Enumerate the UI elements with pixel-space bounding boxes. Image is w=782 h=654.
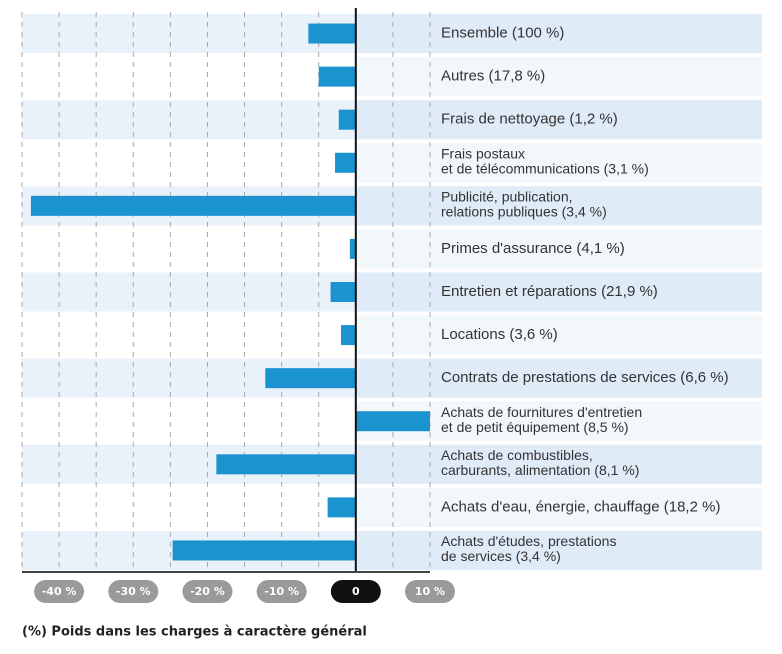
category-label: Achats d'eau, énergie, chauffage (18,2 %… — [441, 498, 720, 515]
x-tick-label: -10 % — [264, 585, 299, 598]
row-band-right — [355, 229, 762, 269]
category-label: Autres (17,8 %) — [441, 68, 545, 85]
x-tick-label: 10 % — [415, 585, 445, 598]
bar — [216, 454, 356, 475]
category-label: Frais postaux — [441, 145, 525, 161]
category-label: Entretien et réparations (21,9 %) — [441, 283, 658, 300]
bar — [308, 23, 356, 44]
x-tick-label: -30 % — [116, 585, 151, 598]
category-label: Achats de combustibles, — [441, 447, 593, 463]
category-label: Primes d'assurance (4,1 %) — [441, 240, 625, 257]
row-band-right — [355, 57, 762, 97]
x-tick-label: -20 % — [190, 585, 225, 598]
category-label: Contrats de prestations de services (6,6… — [441, 369, 729, 386]
category-label: de services (3,4 %) — [441, 548, 561, 564]
row-band-right — [355, 14, 762, 54]
row-band-right — [355, 444, 762, 484]
category-label: Publicité, publication, — [441, 189, 573, 205]
tick-pill — [405, 580, 455, 603]
row-band-right — [355, 272, 762, 312]
category-label: Achats de fournitures d'entretien — [441, 404, 642, 420]
category-label: et de télécommunications (3,1 %) — [441, 160, 649, 176]
tick-pill — [108, 580, 159, 603]
row-band-right — [355, 100, 762, 140]
row-band-right — [355, 358, 762, 398]
category-label: Ensemble (100 %) — [441, 25, 564, 42]
bar — [335, 152, 356, 173]
bar — [330, 282, 356, 302]
bar — [318, 66, 356, 87]
row-band-right — [355, 487, 762, 527]
row-band-right — [355, 143, 762, 183]
x-axis-label: (%) Poids dans les charges à caractère g… — [22, 625, 367, 640]
tick-pill — [330, 580, 381, 603]
tick-pill — [182, 580, 233, 603]
category-label: et de petit équipement (8,5 %) — [441, 419, 629, 435]
x-tick-label: 0 — [352, 585, 360, 598]
bar — [355, 411, 430, 432]
x-tick-label: -40 % — [42, 585, 77, 598]
category-label: Locations (3,6 %) — [441, 326, 558, 343]
bar — [338, 109, 356, 130]
bar — [172, 540, 356, 561]
row-band-right — [355, 315, 762, 355]
bar — [327, 497, 356, 518]
bar — [349, 238, 356, 259]
row-band-right — [355, 186, 762, 226]
bar — [340, 325, 356, 346]
category-label: carburants, alimentation (8,1 %) — [441, 462, 639, 478]
bar — [265, 368, 356, 389]
bar — [30, 195, 356, 216]
category-label: relations publiques (3,4 %) — [441, 204, 607, 220]
tick-pill — [34, 580, 85, 603]
row-band-right — [355, 530, 762, 570]
tick-pill — [256, 580, 307, 603]
category-label: Frais de nettoyage (1,2 %) — [441, 111, 618, 128]
category-label: Achats d'études, prestations — [441, 533, 616, 549]
